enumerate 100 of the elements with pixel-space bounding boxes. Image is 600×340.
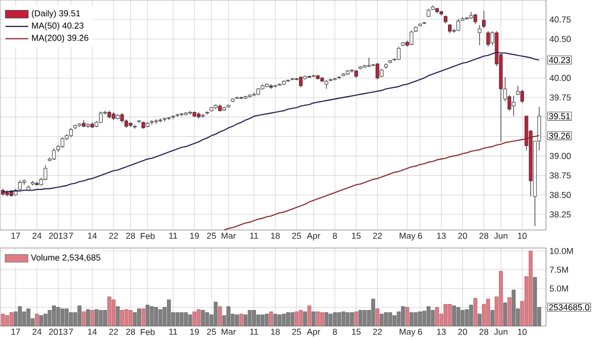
bar (478, 314, 482, 326)
x-tick-label: Feb (140, 328, 155, 336)
candlestick (520, 89, 524, 104)
x-tick-label: 18 (271, 328, 280, 335)
bar (0, 314, 5, 326)
x-tick-label: 6 (418, 232, 422, 239)
bar (82, 312, 86, 326)
bar (141, 308, 146, 326)
x-tick-label: 8 (332, 232, 337, 239)
y-tick-label: 5.0M (550, 285, 568, 292)
bar (380, 314, 384, 326)
bar (512, 290, 516, 326)
x-tick-label: 28 (479, 232, 488, 239)
bar (337, 312, 342, 326)
x-tick-label: 15 (352, 232, 361, 239)
x-tick-label: 2013 (48, 328, 68, 335)
x-tick-label: 13 (437, 232, 446, 239)
candlestick (376, 62, 380, 80)
x-tick-label: Feb (140, 232, 155, 240)
bar (180, 312, 184, 326)
bar (273, 314, 278, 326)
x-tick-label: 17 (11, 232, 20, 239)
candlestick (512, 96, 516, 116)
y-tick-label: 39.00 (550, 152, 571, 159)
bar (166, 300, 171, 326)
bar (507, 297, 512, 326)
x-tick-label: 22 (109, 328, 118, 335)
bar (503, 302, 508, 326)
x-tick-label: Apr (306, 232, 320, 240)
x-tick-label: 11 (169, 328, 178, 335)
x-tick-label: Mar (222, 328, 236, 335)
y-tick-label: 7.5M (550, 266, 568, 273)
x-tick-label: 24 (32, 328, 42, 335)
y-tick-label: 38.25 (550, 211, 571, 218)
bar (137, 308, 141, 326)
bar (498, 271, 503, 326)
x-tick-label: 7 (68, 232, 73, 239)
candlestick (486, 30, 490, 48)
x-tick-label: 20 (458, 232, 468, 239)
legend-label: (Daily) 39.51 (32, 10, 80, 18)
bar (124, 309, 128, 326)
bar (312, 312, 316, 326)
bar (290, 312, 294, 326)
bar (18, 306, 22, 326)
legend-label: Volume 2,534,685 (30, 254, 100, 262)
x-tick-label: 11 (250, 232, 258, 239)
bar (158, 309, 162, 326)
x-tick-label: 25 (207, 328, 216, 335)
bar (486, 298, 490, 326)
x-tick-label: Mar (222, 232, 236, 239)
x-tick-label: 11 (169, 232, 178, 239)
bar (533, 277, 537, 326)
candlestick (448, 24, 452, 34)
bar (98, 310, 103, 326)
bar (303, 312, 307, 326)
bar (196, 309, 201, 326)
y-tick-label: 10.0M (550, 248, 573, 254)
x-tick-label: 11 (250, 328, 258, 335)
bar (298, 310, 303, 326)
bar (371, 298, 376, 326)
x-tick-label: 25 (292, 328, 302, 335)
x-tick-label: 25 (207, 232, 216, 239)
x-tick-label: Jun (494, 328, 508, 335)
bar (282, 314, 286, 326)
bar (316, 312, 320, 326)
y-tick-label: 40.50 (550, 36, 571, 42)
bar (175, 312, 180, 326)
x-tick-label: 20 (458, 328, 468, 335)
bar (205, 312, 210, 326)
x-tick-label: 7 (68, 328, 73, 335)
candlestick (98, 111, 103, 124)
bar (9, 312, 14, 326)
candlestick (86, 122, 90, 128)
bar (346, 312, 350, 326)
bar (56, 307, 60, 326)
bar (218, 306, 222, 326)
x-tick-label: 18 (271, 232, 280, 239)
x-tick-label: 28 (479, 328, 488, 335)
y-tick-label: 40.75 (550, 16, 571, 23)
candlestick (52, 148, 56, 160)
bar (35, 314, 39, 326)
bar (528, 250, 533, 326)
bar (264, 314, 269, 326)
x-tick-label: Apr (306, 328, 320, 336)
x-tick-label: 22 (373, 232, 382, 239)
bar (107, 296, 112, 326)
bar (341, 312, 346, 326)
x-tick-label: 10 (518, 328, 527, 335)
candlestick (367, 57, 371, 68)
y-tick-label: 39.75 (550, 94, 571, 101)
bar (150, 306, 154, 326)
bar (214, 302, 218, 326)
legend-label: MA(50) 40.23 (32, 22, 84, 30)
bar (239, 314, 244, 326)
bar (248, 310, 252, 326)
bar (490, 310, 494, 326)
legend-label: MA(200) 39.26 (32, 34, 88, 43)
bar (132, 312, 137, 326)
bar (469, 304, 473, 326)
x-tick-label: 2013 (48, 232, 68, 239)
